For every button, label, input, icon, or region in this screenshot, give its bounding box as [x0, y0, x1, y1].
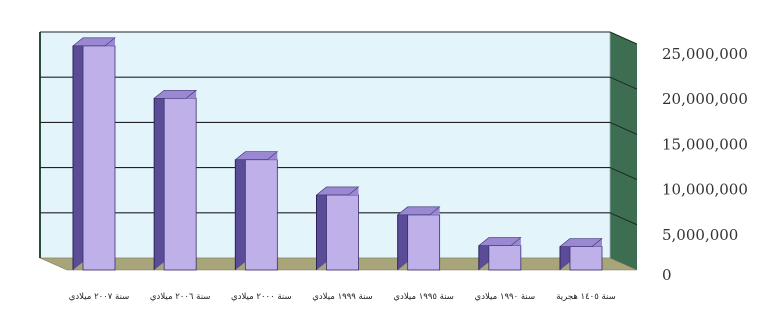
bar-top-face-edge: [153, 89, 198, 99]
gridline-side: [609, 212, 638, 226]
bar: [72, 37, 116, 271]
y-tick-label: 0: [662, 266, 672, 284]
bar-side-face: [154, 90, 165, 271]
y-tick-label: 20,000,000: [662, 90, 748, 108]
bar-top-face-edge: [477, 237, 522, 246]
bar-front-face: [244, 159, 278, 271]
x-tick-label: سنة ١٩٩٠ ميلادي: [475, 292, 536, 302]
bar: [396, 206, 441, 271]
gridline-side: [609, 121, 638, 135]
bar: [234, 151, 279, 271]
bars: [72, 37, 603, 271]
y-tick-label: 15,000,000: [662, 135, 748, 153]
bar-top-face-edge: [234, 151, 279, 161]
x-tick-label: سنة ١٤٠٥ هجرية: [556, 292, 616, 302]
bar-side-face: [316, 186, 327, 270]
gridline-side: [609, 167, 638, 181]
bar-front-face: [82, 45, 116, 271]
bar-top-face-edge: [396, 206, 441, 216]
x-tick-label: سنة ٢٠٠٠ ميلادي: [231, 292, 292, 302]
bar: [559, 238, 603, 271]
chart-side-wall: [610, 32, 637, 270]
bar: [153, 89, 198, 271]
y-tick-label: 10,000,000: [662, 181, 748, 199]
bar-top-face-edge: [72, 37, 116, 47]
bar-top-face-edge: [559, 238, 603, 247]
gridline-side: [609, 76, 638, 90]
bar-front-face: [488, 245, 522, 271]
bar-side-face: [235, 151, 246, 270]
x-tick-label: سنة ١٩٩٩ ميلادي: [312, 292, 373, 302]
y-tick-label: 5,000,000: [662, 226, 738, 244]
gridline-side: [609, 31, 638, 45]
bar-front-face: [163, 97, 197, 271]
bar: [477, 237, 522, 271]
x-tick-label: سنة ١٩٩٥ ميلادي: [393, 292, 454, 302]
x-tick-label: سنة ٢٠٠٦ ميلادي: [150, 292, 211, 302]
bar-top-face-edge: [315, 186, 360, 196]
bar-front-face: [326, 194, 359, 271]
y-tick-label: 25,000,000: [662, 45, 748, 63]
bar-front-face: [407, 214, 441, 271]
x-axis-tick-labels: سنة ٢٠٠٧ ميلادي سنة ٢٠٠٦ ميلادي سنة ٢٠٠٠ م…: [69, 292, 616, 302]
y-axis-tick-labels: 25,000,000 20,000,000 15,000,000 10,000,000…: [662, 45, 748, 284]
bar: [315, 186, 360, 271]
bar-front-face: [569, 246, 603, 271]
x-tick-label: سنة ٢٠٠٧ ميلادي: [69, 292, 130, 302]
bar-side-face: [73, 37, 83, 270]
bar-side-face: [397, 206, 408, 270]
